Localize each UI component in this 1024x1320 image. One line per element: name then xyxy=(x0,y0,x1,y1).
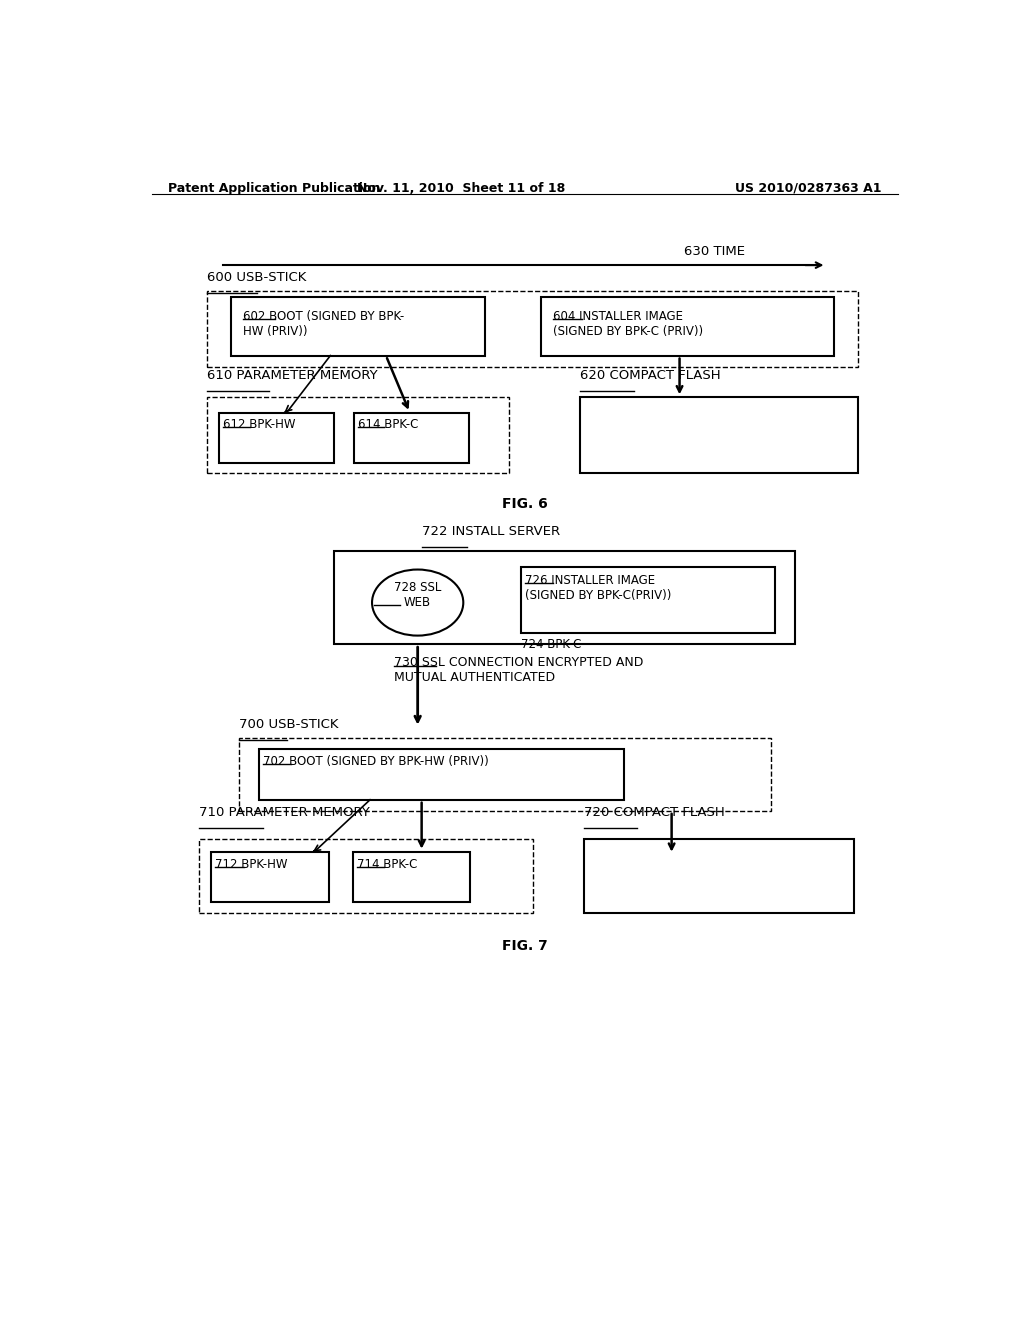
Text: 602 BOOT (SIGNED BY BPK-
HW (PRIV)): 602 BOOT (SIGNED BY BPK- HW (PRIV)) xyxy=(243,310,404,338)
Text: 614 BPK-C: 614 BPK-C xyxy=(358,417,419,430)
Text: 630 TIME: 630 TIME xyxy=(684,246,744,257)
FancyBboxPatch shape xyxy=(211,851,329,903)
Ellipse shape xyxy=(372,569,463,636)
Text: Nov. 11, 2010  Sheet 11 of 18: Nov. 11, 2010 Sheet 11 of 18 xyxy=(357,182,565,195)
FancyBboxPatch shape xyxy=(585,840,854,912)
Text: 710 PARAMETER MEMORY: 710 PARAMETER MEMORY xyxy=(200,807,370,818)
Text: 610 PARAMETER MEMORY: 610 PARAMETER MEMORY xyxy=(207,370,378,381)
FancyBboxPatch shape xyxy=(354,412,469,463)
FancyBboxPatch shape xyxy=(521,568,775,634)
FancyBboxPatch shape xyxy=(259,748,624,800)
FancyBboxPatch shape xyxy=(219,412,334,463)
Text: 730 SSL CONNECTION ENCRYPTED AND
MUTUAL AUTHENTICATED: 730 SSL CONNECTION ENCRYPTED AND MUTUAL … xyxy=(394,656,643,685)
Text: 728 SSL
WEB: 728 SSL WEB xyxy=(394,581,441,610)
Text: FIG. 7: FIG. 7 xyxy=(502,939,548,953)
Text: 726 INSTALLER IMAGE
(SIGNED BY BPK-C(PRIV)): 726 INSTALLER IMAGE (SIGNED BY BPK-C(PRI… xyxy=(524,574,671,602)
FancyBboxPatch shape xyxy=(541,297,835,355)
FancyBboxPatch shape xyxy=(581,397,858,474)
Text: 600 USB-STICK: 600 USB-STICK xyxy=(207,272,307,284)
Text: US 2010/0287363 A1: US 2010/0287363 A1 xyxy=(735,182,882,195)
Text: FIG. 6: FIG. 6 xyxy=(502,496,548,511)
Text: 702 BOOT (SIGNED BY BPK-HW (PRIV)): 702 BOOT (SIGNED BY BPK-HW (PRIV)) xyxy=(263,755,488,768)
Text: 720 COMPACT FLASH: 720 COMPACT FLASH xyxy=(585,807,725,818)
FancyBboxPatch shape xyxy=(334,550,795,644)
Text: 604 INSTALLER IMAGE
(SIGNED BY BPK-C (PRIV)): 604 INSTALLER IMAGE (SIGNED BY BPK-C (PR… xyxy=(553,310,702,338)
FancyBboxPatch shape xyxy=(352,851,470,903)
Text: 612 BPK-HW: 612 BPK-HW xyxy=(223,417,296,430)
FancyBboxPatch shape xyxy=(200,840,532,912)
Text: Patent Application Publication: Patent Application Publication xyxy=(168,182,380,195)
Text: 724 BPK-C: 724 BPK-C xyxy=(521,638,582,651)
Text: 620 COMPACT FLASH: 620 COMPACT FLASH xyxy=(581,370,721,381)
Text: 700 USB-STICK: 700 USB-STICK xyxy=(240,718,339,731)
Text: 722 INSTALL SERVER: 722 INSTALL SERVER xyxy=(422,524,560,537)
FancyBboxPatch shape xyxy=(207,397,509,474)
FancyBboxPatch shape xyxy=(240,738,771,810)
FancyBboxPatch shape xyxy=(231,297,485,355)
Text: 714 BPK-C: 714 BPK-C xyxy=(356,858,417,871)
FancyBboxPatch shape xyxy=(207,290,858,367)
Text: 712 BPK-HW: 712 BPK-HW xyxy=(215,858,288,871)
